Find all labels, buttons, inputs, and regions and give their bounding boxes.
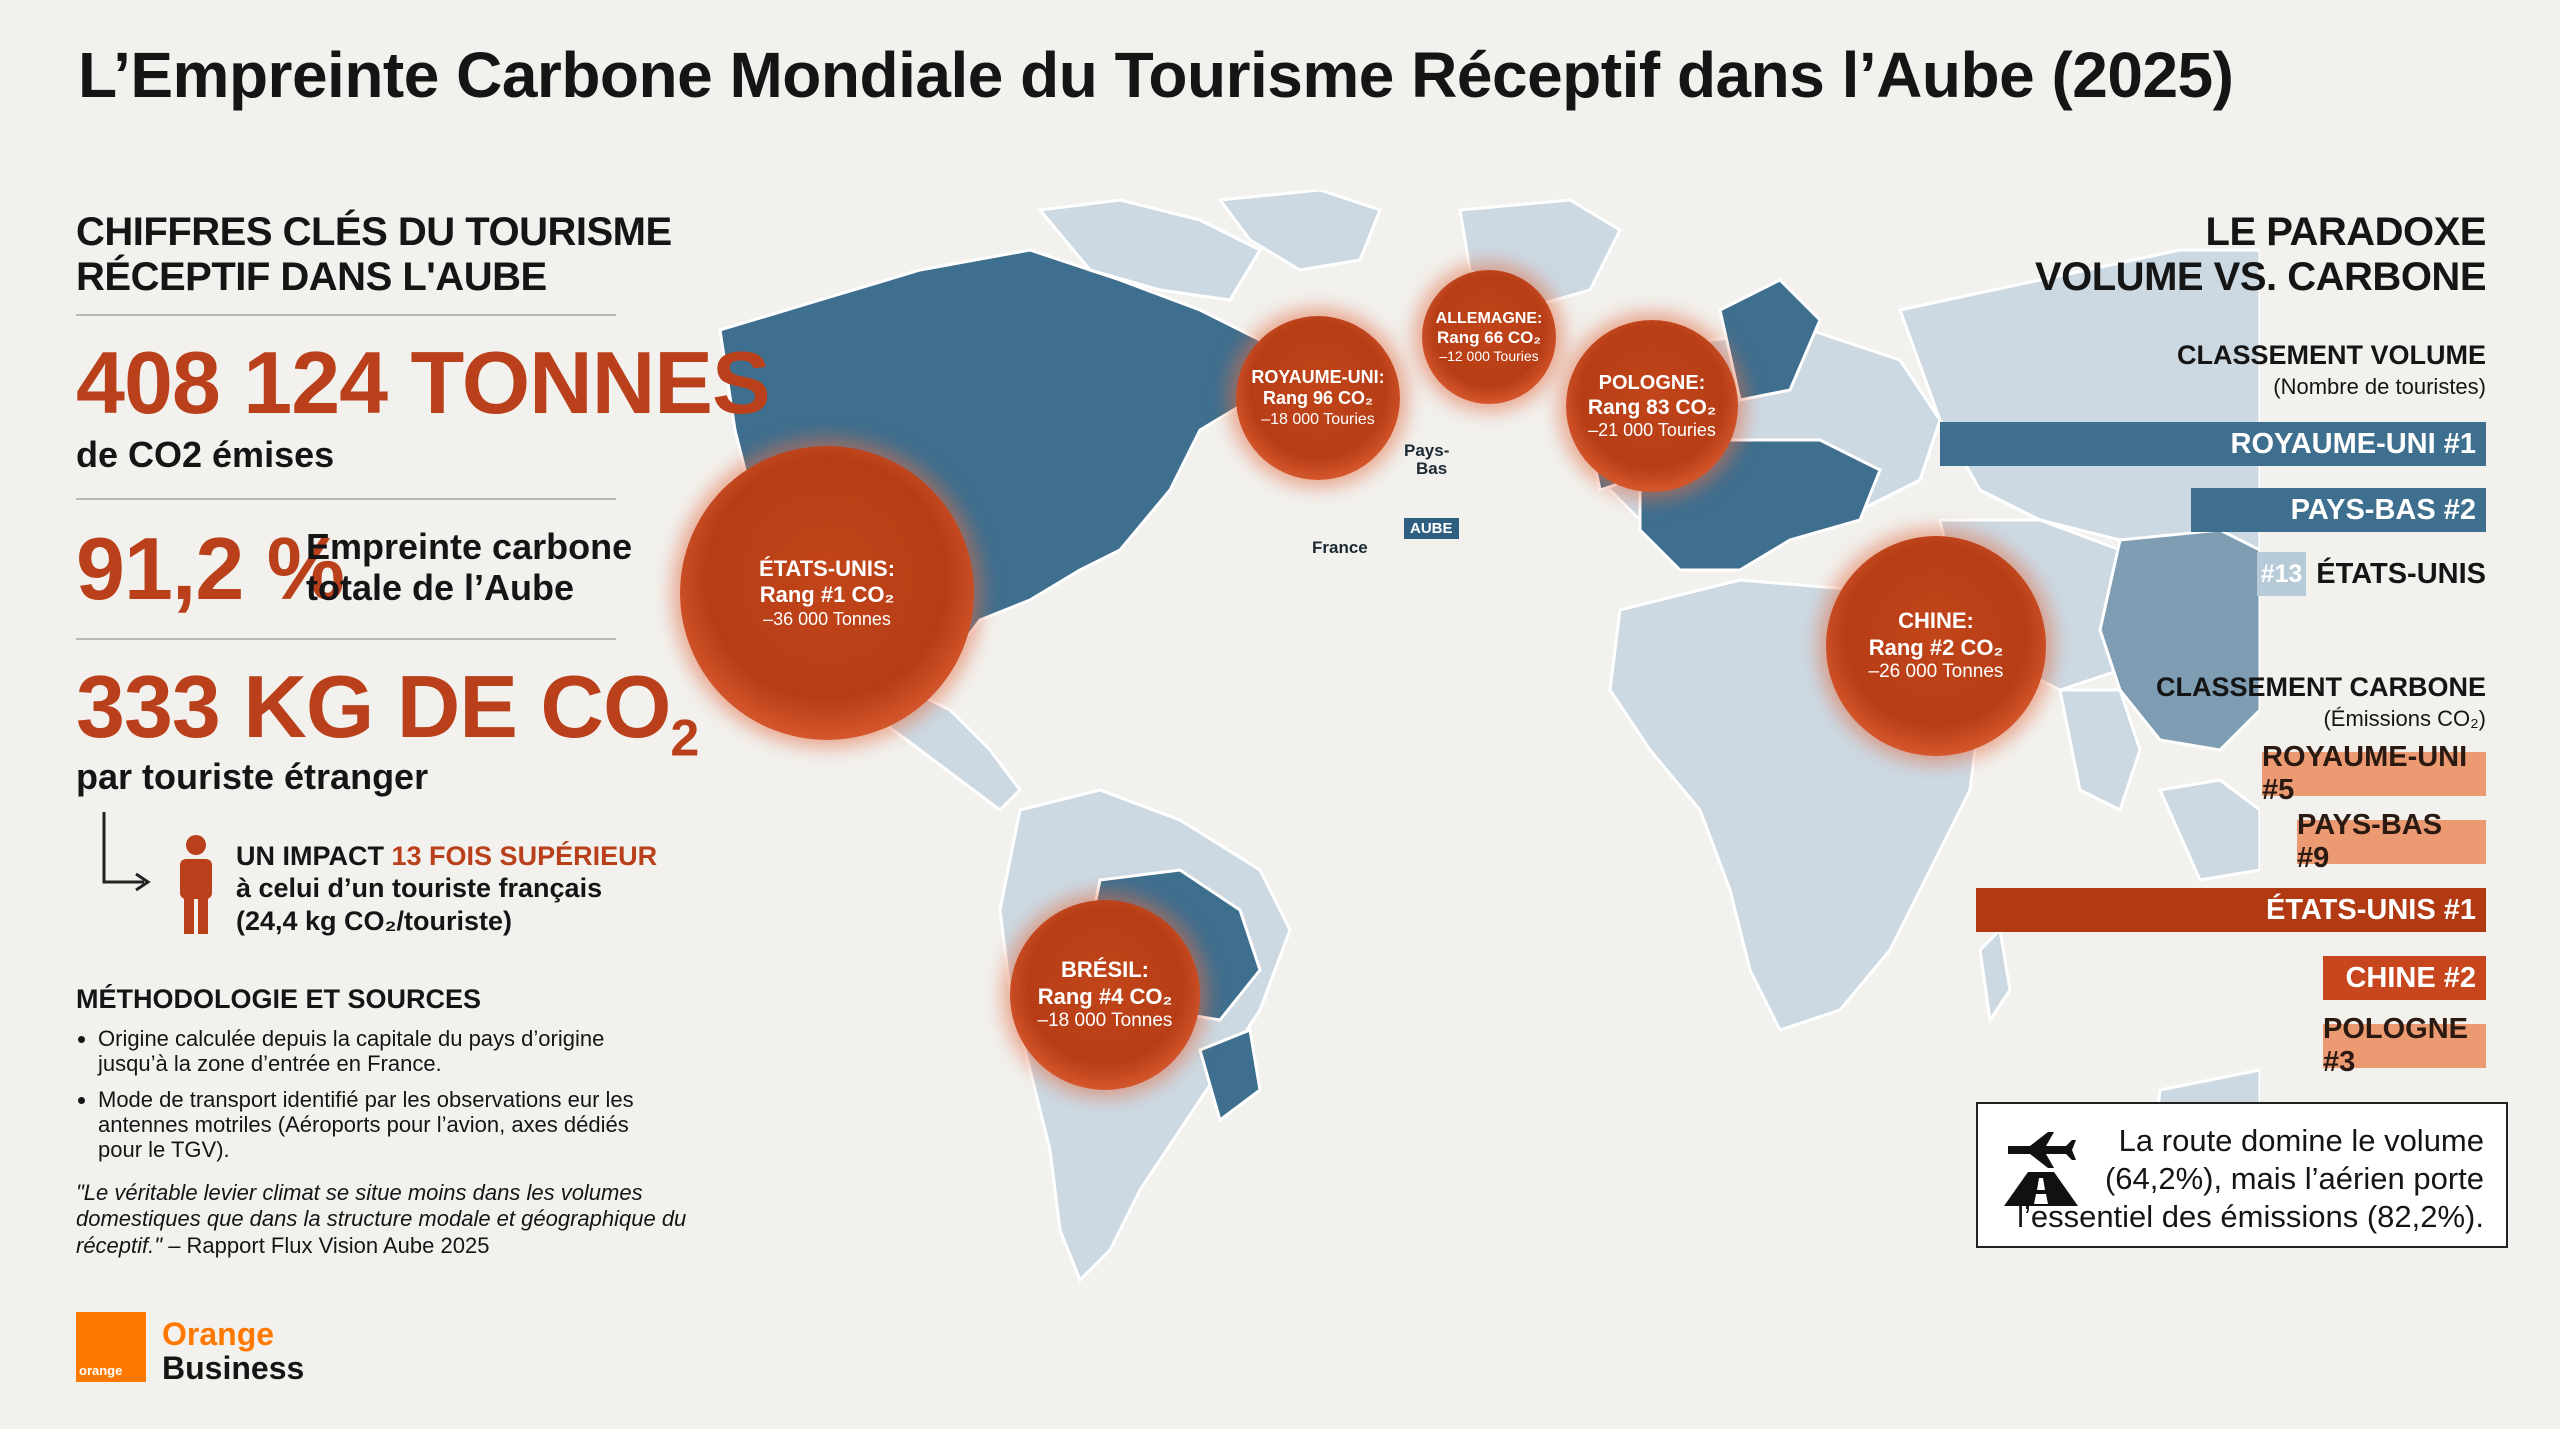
volume-bar-label: ÉTATS-UNIS: [2316, 557, 2486, 590]
bubble-pl-country: POLOGNE:: [1598, 371, 1706, 394]
map-label-pays-bas-2: Bas: [1416, 458, 1448, 478]
bubble-usa: ÉTATS-UNIS: Rang #1 CO₂ –36 000 Tonnes: [680, 446, 974, 740]
stat-per-tourist-label: par touriste étranger: [76, 756, 429, 797]
carbon-bar: ÉTATS-UNIS #1: [1976, 888, 2486, 932]
quote-text: "Le véritable levier climat se situe moi…: [76, 1180, 687, 1258]
impact-text: UN IMPACT 13 FOIS SUPÉRIEUR à celui d’un…: [236, 840, 657, 937]
person-icon: [180, 835, 212, 934]
stat-co2-total: 408 124 TONNES: [76, 333, 771, 432]
carbon-bar: CHINE #2: [2323, 956, 2486, 1000]
carbon-ranking-title: CLASSEMENT CARBONE: [2155, 672, 2486, 702]
bubble-br-tonnes: –18 000 Tonnes: [1037, 1009, 1173, 1031]
quote: "Le véritable levier climat se situe moi…: [76, 1180, 696, 1259]
key-figures-heading-line1: CHIFFRES CLÉS DU TOURISME: [76, 210, 672, 254]
impact-line2: à celui d’un touriste français: [236, 873, 603, 904]
bubble-de-rank: Rang 66 CO₂: [1437, 328, 1541, 347]
bubble-pl-rank: Rang 83 CO₂: [1587, 395, 1717, 419]
key-figures-heading: CHIFFRES CLÉS DU TOURISME RÉCEPTIF DANS …: [76, 210, 672, 300]
stat-per-tourist: 333 KG DE CO2: [76, 656, 699, 769]
stat-per-tourist-value: 333 KG DE CO: [76, 657, 671, 756]
volume-bar-usa: #13 ÉTATS-UNIS: [2256, 552, 2486, 596]
bubble-uk-rank: Rang 96 CO₂: [1262, 388, 1374, 409]
map-label-france: France: [1312, 538, 1368, 557]
bubble-cn-country: CHINE:: [1898, 608, 1974, 634]
methodology-item: Origine calculée depuis la capitale du p…: [98, 1026, 658, 1077]
paradox-heading-line1: LE PARADOXE: [2205, 210, 2487, 254]
plane-road-icon: [2004, 1132, 2078, 1206]
stat-share: 91,2 %: [76, 519, 345, 618]
key-figures-heading-line2: RÉCEPTIF DANS L'AUBE: [76, 254, 547, 299]
volume-bar-rank: #13: [2256, 552, 2307, 596]
methodology-item: Mode de transport identifié par les obse…: [98, 1087, 658, 1163]
impact-highlight: 13 FOIS SUPÉRIEUR: [391, 841, 658, 871]
bubble-usa-country: ÉTATS-UNIS:: [758, 555, 896, 581]
orange-logo: orange: [76, 1312, 146, 1382]
bubble-usa-rank: Rang #1 CO₂: [759, 582, 895, 608]
volume-bar: ROYAUME-UNI #1: [1940, 422, 2486, 466]
page-title: L’Empreinte Carbone Mondiale du Tourisme…: [78, 39, 2234, 111]
stat-co2-total-label: de CO2 émises: [76, 434, 335, 475]
map-label-aube: AUBE: [1404, 518, 1459, 539]
volume-ranking-subtitle: (Nombre de touristes): [2273, 374, 2486, 399]
wordmark-orange: Orange: [162, 1316, 275, 1352]
bubble-poland: POLOGNE: Rang 83 CO₂ –21 000 Touries: [1566, 320, 1738, 492]
bubble-de-country: ALLEMAGNE:: [1435, 309, 1543, 327]
volume-bar: PAYS-BAS #2: [2191, 488, 2486, 532]
paradox-heading-line2: VOLUME VS. CARBONE: [2034, 254, 2487, 299]
divider: [76, 638, 616, 640]
bubble-uk: ROYAUME-UNI: Rang 96 CO₂ –18 000 Touries: [1236, 316, 1400, 480]
carbon-bar: PAYS-BAS #9: [2297, 809, 2486, 874]
bubble-cn-tonnes: –26 000 Tonnes: [1868, 660, 2004, 682]
stat-share-label-line2: totale de l’Aube: [306, 567, 575, 609]
bubble-germany: ALLEMAGNE: Rang 66 CO₂ –12 000 Touries: [1422, 270, 1556, 404]
transport-note: La route domine le volume (64,2%), mais …: [1976, 1102, 2508, 1248]
orange-business-wordmark: Orange Business: [162, 1316, 305, 1386]
bubble-china: CHINE: Rang #2 CO₂ –26 000 Tonnes: [1826, 536, 2046, 756]
map-label-pays-bas-1: Pays-: [1404, 441, 1450, 460]
volume-ranking-title: CLASSEMENT VOLUME: [2176, 340, 2486, 370]
bubble-de-tonnes: –12 000 Touries: [1439, 348, 1539, 365]
bubble-cn-rank: Rang #2 CO₂: [1868, 634, 2004, 660]
impact-line3: (24,4 kg CO₂/touriste): [236, 905, 513, 936]
bubble-br-rank: Rang #4 CO₂: [1037, 983, 1173, 1009]
bubble-usa-tonnes: –36 000 Tonnes: [763, 608, 891, 629]
methodology-list: Origine calculée depuis la capitale du p…: [76, 1026, 658, 1172]
orange-logo-text: orange: [79, 1363, 123, 1378]
map-china: [2098, 528, 2260, 752]
stat-share-label-line1: Empreinte carbone: [306, 526, 633, 567]
stat-share-label: Empreinte carbone totale de l’Aube: [306, 526, 632, 609]
bubble-uk-country: ROYAUME-UNI:: [1251, 366, 1385, 387]
carbon-ranking-subtitle: (Émissions CO₂): [2323, 706, 2486, 731]
transport-note-text: La route domine le volume (64,2%), mais …: [2017, 1123, 2484, 1234]
impact-prefix: UN IMPACT: [236, 841, 384, 871]
bubble-uk-tonnes: –18 000 Touries: [1261, 411, 1375, 428]
divider: [76, 498, 616, 500]
bubble-pl-tonnes: –21 000 Touries: [1588, 419, 1716, 440]
methodology-title: MÉTHODOLOGIE ET SOURCES: [76, 984, 482, 1014]
arrow-icon: [102, 812, 151, 892]
divider: [76, 314, 616, 316]
bubble-br-country: BRÉSIL:: [1061, 957, 1149, 983]
quote-source: – Rapport Flux Vision Aube 2025: [162, 1232, 490, 1258]
carbon-bar: POLOGNE #3: [2323, 1013, 2486, 1078]
wordmark-business: Business: [162, 1349, 305, 1386]
paradox-heading: LE PARADOXE VOLUME VS. CARBONE: [2034, 210, 2487, 300]
bubble-brazil: BRÉSIL: Rang #4 CO₂ –18 000 Tonnes: [1010, 900, 1200, 1090]
map-label-pays-bas: Pays- Bas: [1404, 442, 1449, 478]
stat-per-tourist-sub: 2: [670, 709, 699, 768]
carbon-bar: ROYAUME-UNI #5: [2262, 741, 2486, 806]
